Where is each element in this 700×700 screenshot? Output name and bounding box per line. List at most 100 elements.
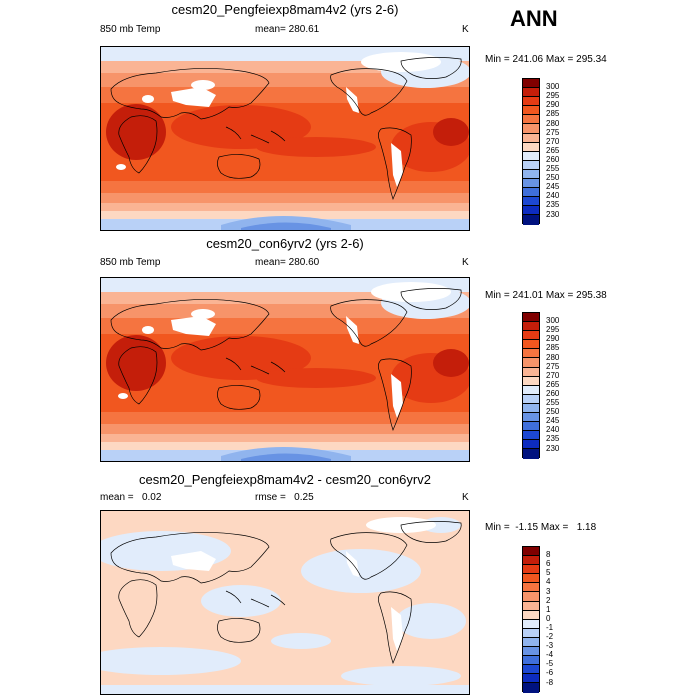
colorbar-tick-label: 0 (546, 613, 551, 623)
colorbar-tick-label: 280 (546, 352, 560, 362)
colorbar-swatch (523, 88, 539, 98)
colorbar-tick-label: -1 (546, 622, 554, 632)
colorbar-swatch (523, 601, 539, 611)
colorbar-tick-label: 6 (546, 559, 551, 569)
colorbar-tick-label: -3 (546, 641, 554, 651)
panel-2-map (100, 277, 470, 462)
colorbar-tick-label: 295 (546, 325, 560, 335)
colorbar-tick-label: 255 (546, 164, 560, 173)
panel-2-units: K (462, 257, 469, 268)
colorbar-tick-label: 290 (546, 334, 560, 344)
colorbar-tick-label: 285 (546, 343, 560, 353)
colorbar-swatch (523, 358, 539, 368)
colorbar-tick-label: 240 (546, 425, 560, 435)
colorbar-tick-label: 295 (546, 91, 560, 101)
colorbar-swatch (523, 619, 539, 629)
coastlines (110, 521, 462, 664)
colorbar-swatch (523, 340, 539, 350)
colorbar-swatch (523, 197, 539, 207)
colorbar-swatch (523, 188, 539, 198)
colorbar-tick-label: 260 (546, 154, 560, 164)
panel-1-center-label: mean= 280.61 (255, 24, 320, 35)
difference-field (101, 511, 469, 694)
colorbar-swatch (523, 440, 539, 450)
colorbar-tick-label: 235 (546, 434, 560, 444)
colorbar-swatch (523, 431, 539, 441)
colorbar-tick-label: 8 (546, 550, 551, 560)
colorbar-swatch (523, 565, 539, 575)
colorbar-swatch (523, 169, 539, 180)
colorbar-swatch (523, 547, 539, 557)
colorbar-tick-label: 245 (546, 416, 560, 426)
panel-2-left-label: 850 mb Temp (100, 257, 161, 268)
colorbar-swatch (523, 592, 539, 602)
colorbar-swatch (523, 674, 539, 684)
colorbar-tick-label: 235 (546, 200, 560, 210)
coastlines (110, 288, 462, 431)
colorbar-tick-label: 285 (546, 109, 560, 119)
panel-3-colorbar (522, 546, 540, 693)
panel-3-map (100, 510, 470, 695)
colorbar-swatch (523, 610, 539, 620)
colorbar-tick-label: 275 (546, 127, 560, 137)
panel-2-title: cesm20_con6yrv2 (yrs 2-6) (206, 236, 364, 251)
colorbar-swatch (523, 97, 539, 107)
panel-2-colorbar (522, 312, 540, 459)
panel-3-minmax: Min = -1.15 Max = 1.18 (485, 522, 597, 533)
colorbar-tick-label: 290 (546, 100, 560, 110)
colorbar-swatch (523, 142, 539, 152)
colorbar-swatch (523, 628, 539, 638)
colorbar-swatch (523, 349, 539, 359)
colorbar-tick-label: 240 (546, 191, 560, 201)
panel-2-minmax: Min = 241.01 Max = 295.38 (485, 290, 607, 301)
colorbar-swatch (523, 206, 539, 216)
panel-3-left-label: mean = 0.02 (100, 492, 162, 503)
panel-1-colorbar (522, 78, 540, 225)
colorbar-swatch (523, 151, 539, 161)
panel-1-minmax: Min = 241.06 Max = 295.34 (485, 54, 607, 65)
colorbar-swatch (523, 637, 539, 648)
colorbar-tick-label: 265 (546, 145, 560, 155)
temperature-field (101, 278, 469, 461)
colorbar-swatch (523, 647, 539, 657)
panel-1-left-label: 850 mb Temp (100, 24, 161, 35)
colorbar-tick-label: -8 (546, 677, 554, 687)
colorbar-swatch (523, 313, 539, 323)
colorbar-swatch (523, 449, 539, 459)
panel-3-title: cesm20_Pengfeiexp8mam4v2 - cesm20_con6yr… (139, 472, 431, 487)
colorbar-tick-label: 4 (546, 577, 551, 587)
colorbar-swatch (523, 385, 539, 395)
colorbar-tick-label: 270 (546, 370, 560, 380)
colorbar-tick-label: 250 (546, 407, 560, 417)
colorbar-swatch (523, 376, 539, 386)
panel-1-units: K (462, 24, 469, 35)
colorbar-tick-label: 280 (546, 118, 560, 128)
panel-1-title: cesm20_Pengfeiexp8mam4v2 (yrs 2-6) (171, 2, 399, 17)
colorbar-tick-label: 3 (546, 586, 551, 596)
colorbar-tick-label: 230 (546, 443, 560, 453)
colorbar-swatch (523, 422, 539, 432)
colorbar-tick-label: 275 (546, 361, 560, 371)
colorbar-tick-label: -4 (546, 650, 554, 660)
colorbar-swatch (523, 394, 539, 404)
panel-1-map (100, 46, 470, 231)
colorbar-swatch (523, 124, 539, 134)
colorbar-swatch (523, 160, 539, 170)
colorbar-swatch (523, 665, 539, 675)
colorbar-swatch (523, 656, 539, 666)
colorbar-tick-label: 5 (546, 568, 551, 578)
colorbar-swatch (523, 106, 539, 116)
colorbar-swatch (523, 133, 539, 143)
colorbar-swatch (523, 179, 539, 189)
season-label: ANN (510, 6, 558, 31)
colorbar-swatch (523, 413, 539, 423)
colorbar-tick-label: 250 (546, 173, 560, 183)
colorbar-tick-label: 270 (546, 136, 560, 146)
colorbar-tick-label: 230 (546, 209, 560, 219)
colorbar-swatch (523, 115, 539, 125)
colorbar-tick-label: 300 (546, 316, 560, 326)
colorbar-swatch (523, 683, 539, 693)
colorbar-swatch (523, 403, 539, 414)
panel-2-center-label: mean= 280.60 (255, 257, 320, 268)
colorbar-tick-label: -6 (546, 668, 554, 678)
